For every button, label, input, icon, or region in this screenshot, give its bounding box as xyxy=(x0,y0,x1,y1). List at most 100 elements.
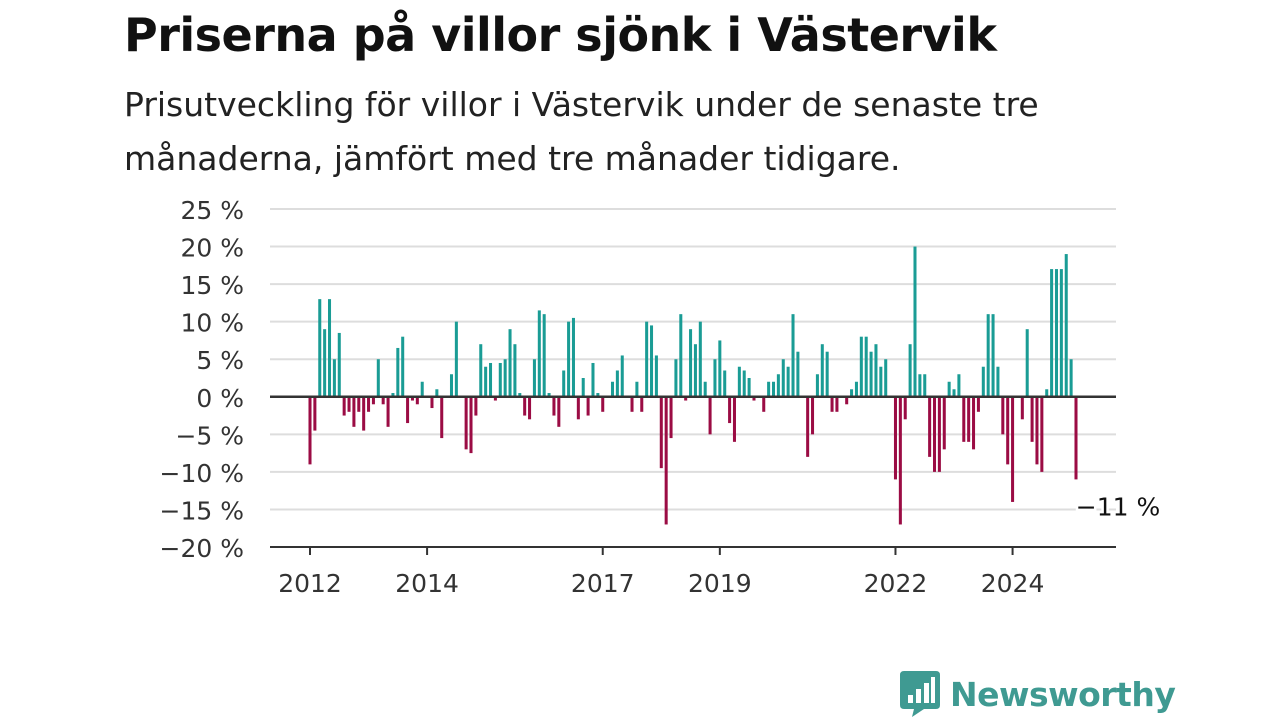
bar xyxy=(508,329,512,397)
bar xyxy=(981,366,985,397)
bar xyxy=(781,359,785,397)
bar xyxy=(967,396,971,442)
bar xyxy=(786,366,790,397)
bar xyxy=(1054,269,1058,397)
bar xyxy=(528,396,532,420)
bar xyxy=(811,396,815,435)
bar xyxy=(635,381,639,397)
bar xyxy=(913,246,917,397)
bar xyxy=(557,396,561,427)
bar xyxy=(859,336,863,397)
x-tick-label: 2012 xyxy=(278,569,342,598)
bar xyxy=(767,381,771,397)
bar xyxy=(640,396,644,412)
bar xyxy=(362,396,366,431)
y-tick-label: 20 % xyxy=(180,234,244,263)
chart-subtitle: Prisutveckling för villor i Västervik un… xyxy=(124,85,1039,178)
bar xyxy=(1059,269,1063,397)
bars xyxy=(308,246,1078,525)
bar xyxy=(698,321,702,397)
bar xyxy=(957,374,961,397)
bar xyxy=(615,370,619,397)
bar xyxy=(630,396,634,412)
bar xyxy=(601,396,605,412)
bar xyxy=(610,381,615,397)
bar xyxy=(371,396,375,405)
x-tick-label: 2024 xyxy=(981,569,1045,598)
bar xyxy=(401,336,405,397)
bar xyxy=(440,396,444,439)
bar xyxy=(435,389,439,397)
bar xyxy=(835,396,839,412)
bar xyxy=(879,366,883,397)
annotations: −11 % xyxy=(1073,490,1162,524)
bar xyxy=(986,314,990,397)
bar xyxy=(332,359,336,397)
bar xyxy=(972,396,976,450)
bar xyxy=(752,396,756,401)
bar xyxy=(562,370,566,397)
bar xyxy=(850,389,854,397)
bar xyxy=(923,374,927,397)
x-tick-label: 2017 xyxy=(571,569,635,598)
bar xyxy=(932,396,937,472)
bar xyxy=(684,396,688,401)
bar xyxy=(420,381,424,397)
bar xyxy=(318,299,322,397)
bar xyxy=(947,381,951,397)
bar xyxy=(1069,359,1073,397)
bar xyxy=(347,396,351,412)
bar xyxy=(674,359,678,397)
bar xyxy=(381,396,385,405)
bar xyxy=(1025,329,1029,397)
bar xyxy=(591,362,595,397)
bar xyxy=(406,396,410,424)
bar xyxy=(469,396,473,454)
bar xyxy=(742,370,746,397)
bar xyxy=(1050,269,1054,397)
bar xyxy=(1045,389,1049,397)
bar xyxy=(1035,396,1039,465)
bar xyxy=(337,332,341,397)
bar xyxy=(464,396,468,450)
bar xyxy=(552,396,556,416)
bar xyxy=(854,381,858,397)
y-tick-label: 0 % xyxy=(196,384,244,413)
bar xyxy=(898,396,902,525)
bar xyxy=(679,314,683,397)
bar xyxy=(669,396,673,439)
bar xyxy=(430,396,434,409)
bar xyxy=(874,344,878,397)
bar xyxy=(474,396,478,416)
bar xyxy=(503,359,507,397)
y-tick-label: 5 % xyxy=(196,346,244,375)
bar xyxy=(723,370,727,397)
y-tick-label: −10 % xyxy=(160,459,244,488)
newsworthy-bar-chart-icon xyxy=(900,671,940,717)
newsworthy-logo: Newsworthy xyxy=(900,669,1176,719)
bar xyxy=(708,396,712,435)
chart-title: Priserna på villor sjönk i Västervik xyxy=(124,8,997,62)
bar xyxy=(918,374,922,397)
bar xyxy=(513,344,517,397)
bar xyxy=(815,374,819,397)
bar xyxy=(937,396,941,472)
bar xyxy=(518,393,522,397)
bar xyxy=(976,396,980,412)
bar xyxy=(537,310,541,397)
bar xyxy=(845,396,849,405)
bar xyxy=(654,355,658,397)
bar xyxy=(1064,254,1068,397)
bar xyxy=(820,344,824,397)
bar xyxy=(908,344,912,397)
bar xyxy=(328,299,332,397)
bar xyxy=(410,396,414,401)
bar xyxy=(771,381,776,397)
bar xyxy=(449,374,454,397)
bar xyxy=(489,362,493,397)
bar xyxy=(342,396,346,416)
bar xyxy=(523,396,527,416)
bar xyxy=(1011,396,1015,502)
bar xyxy=(567,321,571,397)
